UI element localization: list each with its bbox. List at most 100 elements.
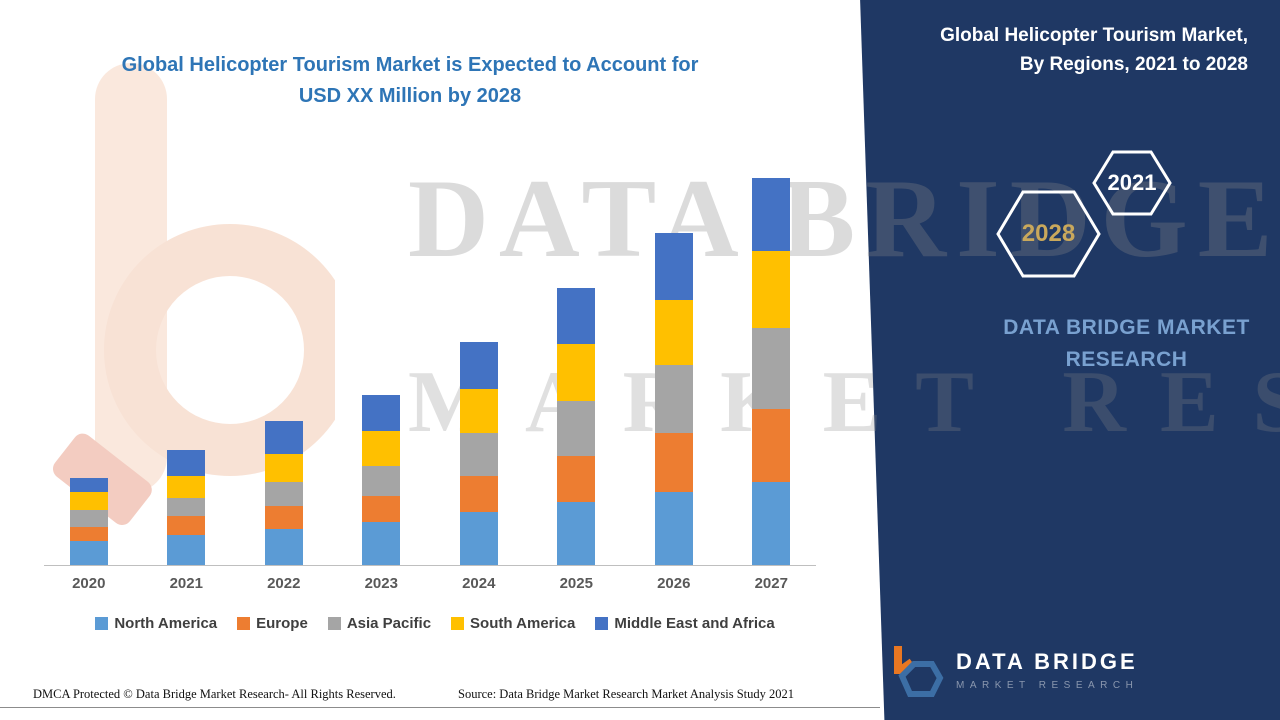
legend-label: Asia Pacific	[346, 615, 432, 632]
hexagon-forecast-label: 2028	[1021, 220, 1076, 247]
legend-item: South America	[451, 615, 575, 632]
side-panel-title: Global Helicopter Tourism Market, By Reg…	[940, 25, 1248, 75]
page-title-line1: Global Helicopter Tourism Market is Expe…	[121, 54, 699, 76]
bar-segment	[69, 510, 108, 527]
legend-label: South America	[470, 615, 576, 632]
bar-stack	[264, 421, 303, 565]
bar-2022	[235, 160, 333, 565]
legend-item: North America	[95, 615, 217, 632]
bar-segment	[264, 482, 303, 507]
bar-stack	[459, 342, 498, 565]
x-axis-label: 2023	[364, 575, 398, 592]
stacked-bar-chart: 2020 2021 2022 2023 2024 2025 2026 2027	[40, 160, 820, 592]
bar-segment	[459, 512, 498, 565]
bar-2025	[528, 160, 626, 565]
dmca-notice: DMCA Protected © Data Bridge Market Rese…	[33, 687, 396, 701]
source-note: Source: Data Bridge Market Research Mark…	[458, 687, 795, 701]
hexagon-outline-icon	[996, 190, 1101, 278]
bar-segment	[752, 328, 791, 410]
brand-line1: DATA BRIDGE MARKET	[1003, 316, 1250, 339]
bar-segment	[69, 540, 108, 565]
bar-segment	[362, 496, 401, 523]
bar-segment	[459, 388, 498, 434]
bar-segment	[264, 421, 303, 454]
bar-segment	[557, 502, 596, 565]
brand-line2: RESEARCH	[1065, 347, 1188, 371]
x-axis-label: 2027	[754, 575, 788, 592]
company-logo-icon	[894, 646, 944, 697]
brand-text: DATA BRIDGE MARKET RESEARCH	[998, 312, 1255, 375]
bar-segment	[557, 401, 596, 456]
bar-segment	[69, 492, 108, 511]
legend-swatch	[327, 617, 341, 630]
bar-segment	[654, 232, 693, 300]
x-axis-label: 2020	[72, 575, 106, 592]
hexagon-base-label: 2021	[1107, 170, 1157, 195]
legend-label: Europe	[256, 615, 308, 632]
bar-segment	[752, 481, 791, 565]
x-axis-line	[44, 565, 816, 566]
bar-segment	[459, 475, 498, 513]
bar-2020	[40, 160, 138, 565]
bar-segment	[69, 477, 108, 493]
bar-segment	[459, 433, 498, 476]
bar-segment	[654, 364, 693, 434]
page-title-line2: USD XX Million by 2028	[298, 85, 522, 107]
bar-stack	[557, 287, 596, 565]
x-axis-label: 2022	[267, 575, 301, 592]
bar-segment	[264, 528, 303, 565]
bar-segment	[459, 342, 498, 389]
bar-segment	[167, 498, 206, 517]
company-logo-text: DATA BRIDGE MARKET RESEARCH	[956, 649, 1138, 691]
bar-segment	[557, 344, 596, 401]
bar-segment	[362, 522, 401, 565]
bar-segment	[362, 465, 401, 497]
bar-segment	[557, 455, 596, 503]
bar-segment	[167, 534, 206, 565]
logo-name: DATA BRIDGE	[956, 649, 1138, 674]
bar-2026	[625, 160, 723, 565]
hexagon-forecast-year: 2028	[996, 190, 1101, 278]
plot-area	[40, 160, 820, 565]
legend-swatch	[451, 617, 465, 630]
bar-2027	[723, 160, 821, 565]
bar-2021	[138, 160, 236, 565]
hexagon-base-year: 2021	[1092, 150, 1172, 216]
x-axis-label: 2025	[559, 575, 593, 592]
bar-segment	[264, 506, 303, 529]
bar-stack	[362, 394, 401, 565]
bar-segment	[654, 433, 693, 493]
bar-stack	[167, 449, 206, 565]
page-title: Global Helicopter Tourism Market is Expe…	[60, 50, 760, 112]
legend-label: Middle East and Africa	[614, 615, 775, 632]
bar-segment	[557, 287, 596, 345]
legend-label: North America	[114, 615, 218, 632]
legend-swatch	[595, 617, 609, 630]
legend-swatch	[95, 617, 109, 630]
legend-swatch	[237, 617, 251, 630]
legend-item: Europe	[237, 615, 308, 632]
hexagon-outline-icon	[1092, 150, 1172, 216]
legend-item: Asia Pacific	[327, 615, 432, 632]
bar-segment	[167, 475, 206, 499]
footer-divider	[0, 707, 880, 708]
bar-segment	[752, 409, 791, 482]
legend-item: Middle East and Africa	[595, 615, 775, 632]
bar-2023	[333, 160, 431, 565]
bar-stack	[654, 232, 693, 565]
bar-segment	[264, 453, 303, 482]
bar-segment	[654, 299, 693, 365]
legend: North America Europe Asia Pacific South Ame…	[40, 615, 830, 632]
bar-segment	[654, 492, 693, 565]
bar-segment	[167, 449, 206, 476]
company-logo: DATA BRIDGE MARKET RESEARCH	[888, 642, 1138, 698]
bar-segment	[167, 516, 206, 535]
x-axis-label: 2021	[169, 575, 203, 592]
bar-segment	[752, 251, 791, 329]
bar-segment	[69, 526, 108, 541]
bar-2024	[430, 160, 528, 565]
bar-stack	[752, 178, 791, 565]
bar-segment	[362, 394, 401, 432]
side-panel: Global Helicopter Tourism Market, By Reg…	[838, 0, 1280, 720]
bar-segment	[752, 178, 791, 252]
